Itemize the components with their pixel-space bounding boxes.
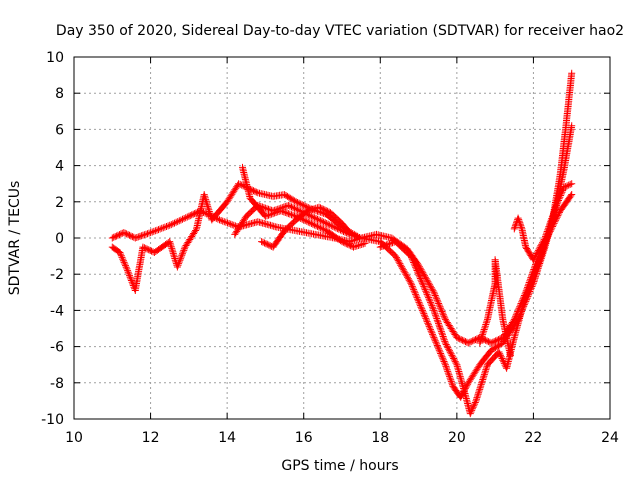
data-points	[108, 69, 576, 418]
y-tick-label: 4	[55, 159, 64, 175]
x-tick-label: 22	[525, 430, 543, 446]
series-track-6	[376, 69, 576, 418]
x-tick-label: 18	[371, 430, 389, 446]
y-tick-label: -4	[50, 303, 64, 319]
y-tick-label: 8	[55, 86, 64, 102]
y-tick-label: -8	[50, 376, 64, 392]
x-tick-label: 14	[218, 430, 236, 446]
chart-title: Day 350 of 2020, Sidereal Day-to-day VTE…	[56, 23, 624, 39]
x-tick-label: 12	[142, 430, 160, 446]
series-track-5	[258, 203, 354, 251]
y-tick-label: -2	[50, 267, 64, 283]
x-tick-label: 16	[295, 430, 313, 446]
x-tick-label: 24	[601, 430, 619, 446]
grid	[74, 57, 610, 419]
series-track-7	[476, 256, 514, 360]
y-tick-label: -6	[50, 340, 64, 356]
data-marker-path	[258, 203, 354, 251]
x-tick-label: 20	[448, 430, 466, 446]
x-axis-label: GPS time / hours	[281, 458, 398, 474]
y-tick-label: 6	[55, 122, 64, 138]
data-marker-path	[231, 122, 576, 401]
data-marker-path	[476, 256, 514, 360]
series-track-8	[510, 180, 576, 264]
y-tick-label: 0	[55, 231, 64, 247]
y-tick-label: 10	[46, 50, 64, 66]
y-tick-label: -10	[41, 412, 64, 428]
data-marker-path	[376, 69, 576, 418]
series-track-3	[231, 122, 576, 401]
y-tick-label: 2	[55, 195, 64, 211]
x-tick-label: 10	[65, 430, 83, 446]
y-axis-label: SDTVAR / TECUs	[7, 181, 23, 296]
data-marker-path	[510, 180, 576, 264]
